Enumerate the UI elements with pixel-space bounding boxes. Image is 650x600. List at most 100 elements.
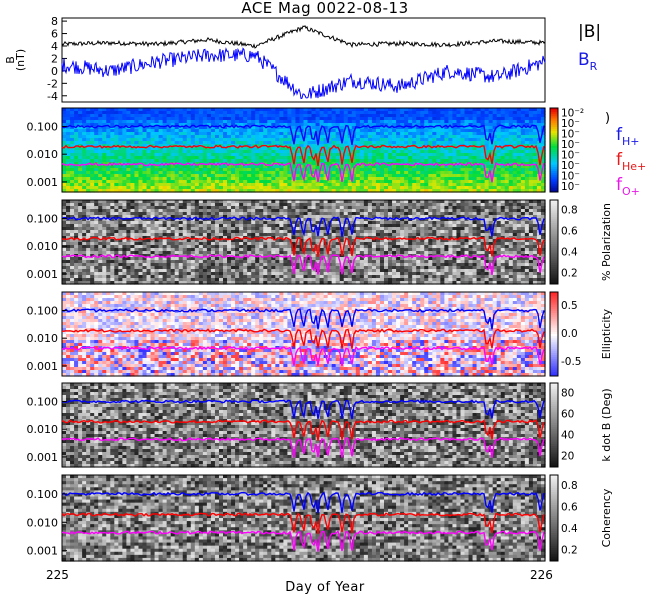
heatmap-cell: [90, 138, 95, 142]
heatmap-cell: [436, 129, 441, 133]
heatmap-cell: [243, 150, 248, 154]
heatmap-cell: [138, 203, 144, 207]
heatmap-cell: [412, 150, 417, 154]
heatmap-cell: [94, 135, 99, 139]
heatmap-cell: [279, 114, 284, 118]
heatmap-cell: [512, 153, 518, 157]
colorbar-step: [550, 112, 558, 115]
heatmap-cell: [62, 209, 67, 213]
heatmap-cell: [444, 129, 450, 133]
heatmap-cell: [110, 117, 115, 121]
heatmap-cell: [255, 174, 260, 178]
heatmap-cell: [227, 165, 232, 169]
heatmap-cell: [347, 177, 353, 181]
heatmap-cell: [247, 168, 252, 172]
heatmap-cell: [388, 150, 393, 154]
heatmap-cell: [255, 132, 260, 136]
heatmap-cell: [206, 141, 212, 145]
heatmap-cell: [500, 174, 506, 178]
heatmap-cell: [428, 153, 433, 157]
heatmap-cell: [484, 126, 490, 130]
heatmap-cell: [275, 120, 280, 124]
heatmap-cell: [90, 242, 95, 246]
heatmap-cell: [400, 165, 405, 169]
heatmap-cell: [110, 156, 115, 160]
heatmap-cell: [74, 123, 79, 127]
heatmap-cell: [311, 135, 317, 139]
heatmap-cell: [186, 266, 192, 270]
heatmap-cell: [170, 156, 176, 160]
heatmap-cell: [94, 263, 99, 267]
heatmap-cell: [98, 165, 103, 169]
heatmap-cell: [174, 156, 180, 160]
heatmap-cell: [412, 111, 417, 115]
heatmap-cell: [166, 248, 172, 252]
heatmap-cell: [114, 114, 119, 118]
heatmap-cell: [255, 189, 260, 193]
heatmap-cell: [174, 266, 180, 270]
heatmap-cell: [118, 135, 123, 139]
heatmap-cell: [210, 132, 216, 136]
heatmap-cell: [432, 138, 437, 142]
heatmap-cell: [379, 186, 385, 190]
heatmap-cell: [102, 111, 107, 115]
heatmap-cell: [303, 114, 309, 118]
heatmap-cell: [162, 257, 168, 261]
heatmap-cell: [66, 123, 71, 127]
heatmap-cell: [110, 159, 115, 163]
heatmap-cell: [428, 126, 433, 130]
heatmap-cell: [500, 129, 506, 133]
heatmap-cell: [182, 189, 188, 193]
heatmap-cell: [239, 165, 244, 169]
heatmap-cell: [90, 165, 95, 169]
heatmap-cell: [488, 132, 494, 136]
heatmap-cell: [106, 123, 111, 127]
heatmap-cell: [178, 260, 184, 264]
heatmap-cell: [218, 117, 224, 121]
heatmap-cell: [456, 114, 462, 118]
heatmap-cell: [170, 117, 176, 121]
heatmap-cell: [202, 120, 208, 124]
heatmap-cell: [267, 120, 272, 124]
heatmap-cell: [416, 180, 421, 184]
heatmap-cell: [102, 165, 107, 169]
heatmap-cell: [102, 272, 107, 276]
heatmap-cell: [480, 147, 486, 151]
heatmap-cell: [367, 174, 373, 178]
heatmap-cell: [371, 168, 377, 172]
heatmap-cell: [295, 120, 301, 124]
heatmap-cell: [78, 278, 83, 282]
heatmap-cell: [142, 233, 148, 237]
heatmap-cell: [210, 168, 216, 172]
heatmap-cell: [70, 245, 75, 249]
heatmap-cell: [70, 171, 75, 175]
heatmap-cell: [520, 138, 526, 142]
heatmap-cell: [214, 117, 220, 121]
heatmap-cell: [512, 108, 518, 112]
heatmap-cell: [90, 278, 95, 282]
heatmap-cell: [239, 138, 244, 142]
heatmap-cell: [311, 150, 317, 154]
heatmap-cell: [355, 183, 361, 187]
heatmap-cell: [436, 108, 441, 112]
heatmap-cell: [70, 242, 75, 246]
heatmap-cell: [315, 186, 321, 190]
heatmap-cell: [150, 251, 156, 255]
heatmap-cell: [106, 245, 111, 249]
heatmap-cell: [90, 111, 95, 115]
heatmap-cell: [162, 209, 168, 213]
heatmap-cell: [74, 257, 79, 261]
heatmap-cell: [126, 239, 132, 243]
heatmap-cell: [90, 141, 95, 145]
heatmap-cell: [388, 180, 393, 184]
heatmap-cell: [307, 111, 313, 115]
heatmap-cell: [363, 141, 369, 145]
heatmap-cell: [174, 135, 180, 139]
heatmap-cell: [231, 189, 236, 193]
heatmap-cell: [142, 269, 148, 273]
heatmap-cell: [516, 120, 522, 124]
heatmap-cell: [62, 147, 67, 151]
heatmap-cell: [162, 135, 168, 139]
heatmap-cell: [468, 114, 474, 118]
heatmap-cell: [532, 111, 538, 115]
